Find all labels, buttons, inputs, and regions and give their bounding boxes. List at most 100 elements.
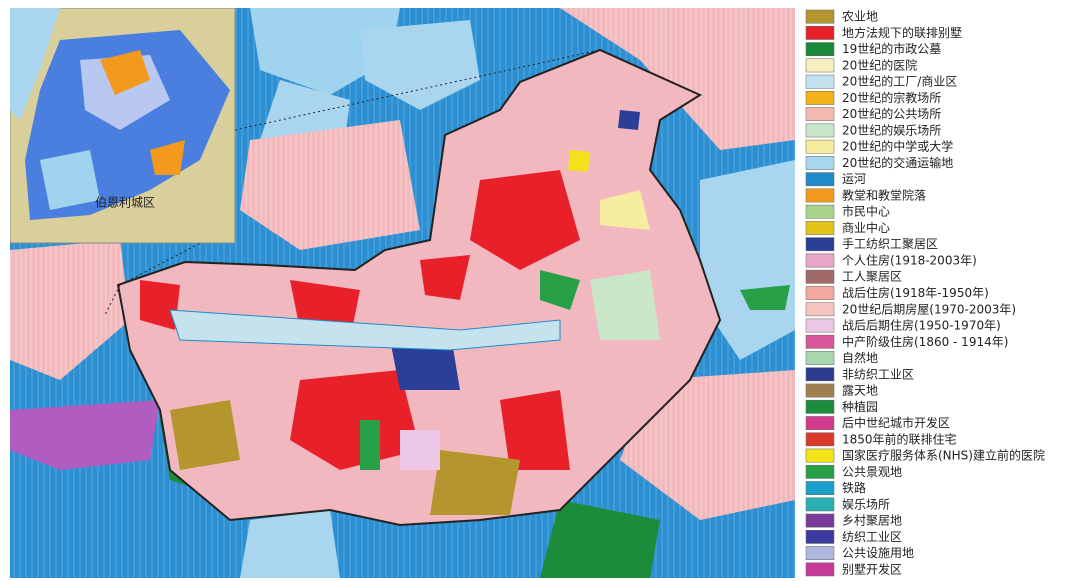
legend-swatch: [805, 269, 835, 284]
legend-swatch: [805, 156, 835, 170]
area: [240, 120, 420, 250]
legend-swatch: [805, 399, 835, 414]
area: [40, 150, 100, 210]
legend-label: 战后住房(1918年-1950年): [842, 285, 989, 300]
area: [590, 270, 660, 340]
legend-swatch: [805, 26, 835, 40]
legend-swatch: [805, 513, 835, 528]
legend-label: 20世纪的宗教场所: [842, 90, 941, 105]
legend-label: 铁路: [842, 480, 866, 495]
legend-label: 非纺织工业区: [842, 367, 914, 381]
legend-label: 个人住房(1918-2003年): [842, 252, 977, 267]
legend-swatch: [805, 318, 835, 333]
legend-swatch: [805, 546, 835, 560]
area: [400, 430, 440, 470]
area: [568, 150, 590, 172]
legend-label: 后中世纪城市开发区: [842, 415, 950, 430]
area: [540, 500, 660, 578]
legend-swatch: [805, 383, 835, 398]
legend-label: 1850年前的联排住宅: [842, 431, 957, 446]
legend-swatch: [805, 123, 835, 138]
legend-label: 战后后期住房(1950-1970年): [842, 318, 1001, 333]
legend-label: 运河: [842, 172, 866, 186]
area: [170, 400, 240, 470]
legend-label: 工人聚居区: [842, 270, 902, 284]
legend-swatch: [805, 432, 835, 447]
legend-swatch: [805, 529, 835, 544]
area: [140, 280, 180, 330]
legend-label: 教堂和教堂院落: [842, 187, 926, 202]
legend-swatch: [805, 107, 835, 122]
area: [240, 510, 340, 578]
area: [360, 420, 380, 470]
legend-swatch: [805, 74, 835, 89]
legend-label: 20世纪的中学或大学: [842, 139, 953, 154]
legend-label: 娱乐场所: [842, 497, 890, 511]
area: [470, 170, 580, 270]
legend-label: 公共设施用地: [842, 546, 914, 560]
legend-label: 地方法规下的联排别墅: [842, 25, 962, 40]
area: [430, 450, 520, 515]
area: [560, 8, 795, 150]
area: [10, 8, 60, 120]
area: [290, 370, 420, 470]
legend-swatch: [805, 139, 835, 154]
area: [540, 270, 580, 310]
legend-label: 国家医疗服务体系(NHS)建立前的医院: [842, 448, 1045, 463]
legend-label: 别墅开发区: [842, 561, 902, 576]
legend-label: 手工纺织工聚居区: [842, 237, 938, 251]
area: [100, 50, 150, 95]
legend-swatch: [805, 562, 835, 577]
legend-label: 19世纪的市政公墓: [842, 41, 941, 56]
legend-swatch: [805, 464, 835, 479]
area: [360, 20, 480, 110]
inset-label: 伯恩利城区: [95, 195, 155, 210]
legend-label: 乡村聚居地: [842, 514, 902, 528]
area: [169, 309, 561, 351]
legend-swatch: [805, 172, 835, 187]
legend-label: 种植园: [842, 399, 878, 414]
legend-swatch: [805, 497, 835, 512]
legend-swatch: [805, 416, 835, 430]
legend-swatch: [805, 237, 835, 252]
legend-swatch: [805, 58, 835, 73]
legend-label: 20世纪的交通运输地: [842, 155, 953, 170]
legend-label: 20世纪的工厂/商业区: [842, 74, 957, 89]
legend-swatch: [805, 286, 835, 300]
area: [618, 110, 640, 130]
legend-swatch: [805, 204, 835, 219]
legend-label: 20世纪的公共场所: [842, 106, 941, 121]
legend-label: 商业中心: [842, 220, 890, 235]
legend-swatch: [805, 42, 835, 57]
legend-swatch: [805, 367, 835, 382]
legend-swatch: [805, 9, 835, 24]
area: [420, 255, 470, 300]
inset-map: 伯恩利城区: [10, 8, 236, 244]
legend-label: 中产阶级住房(1860 - 1914年): [842, 334, 1008, 349]
area: [150, 140, 185, 175]
legend-label: 农业地: [842, 10, 878, 24]
legend-label: 公共景观地: [842, 465, 902, 479]
legend-swatch: [805, 188, 835, 203]
legend-swatch: [805, 91, 835, 105]
area: [250, 8, 400, 95]
area: [10, 400, 160, 470]
legend-label: 市民中心: [842, 204, 890, 219]
area: [600, 190, 650, 230]
legend-swatch: [805, 334, 835, 349]
legend-label: 20世纪的医院: [842, 57, 917, 72]
inset-connector: [234, 49, 601, 131]
legend-swatch: [805, 221, 835, 235]
legend-label: 20世纪的娱乐场所: [842, 122, 941, 137]
area: [10, 240, 130, 380]
main-map: 伯恩利城区: [10, 8, 795, 578]
legend-swatch: [805, 302, 835, 317]
legend-swatch: [805, 351, 835, 365]
legend-swatch: [805, 481, 835, 495]
legend-label: 纺织工业区: [842, 530, 902, 544]
legend-label: 20世纪后期房屋(1970-2003年): [842, 301, 1016, 316]
area: [500, 390, 570, 470]
legend-swatch: [805, 253, 835, 268]
